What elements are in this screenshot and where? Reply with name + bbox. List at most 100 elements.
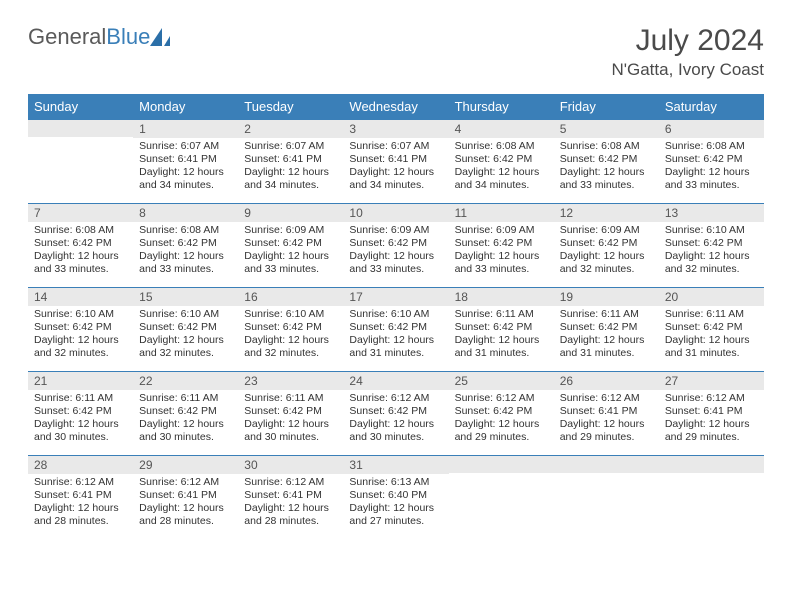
daylight-text: Daylight: 12 hours and 31 minutes. <box>455 334 548 360</box>
day-number: 4 <box>449 120 554 138</box>
day-number: 2 <box>238 120 343 138</box>
day-number: 6 <box>659 120 764 138</box>
weekday-header: Monday <box>133 94 238 120</box>
day-number: 26 <box>554 372 659 390</box>
sunset-text: Sunset: 6:42 PM <box>139 405 232 418</box>
sunset-text: Sunset: 6:42 PM <box>560 321 653 334</box>
sunset-text: Sunset: 6:42 PM <box>34 405 127 418</box>
sunrise-text: Sunrise: 6:12 AM <box>560 392 653 405</box>
day-details: Sunrise: 6:10 AMSunset: 6:42 PMDaylight:… <box>133 306 238 365</box>
day-number: 18 <box>449 288 554 306</box>
sunrise-text: Sunrise: 6:08 AM <box>139 224 232 237</box>
day-number: 29 <box>133 456 238 474</box>
day-number: 15 <box>133 288 238 306</box>
daylight-text: Daylight: 12 hours and 27 minutes. <box>349 502 442 528</box>
calendar-cell: 6Sunrise: 6:08 AMSunset: 6:42 PMDaylight… <box>659 120 764 204</box>
day-number: 5 <box>554 120 659 138</box>
daylight-text: Daylight: 12 hours and 32 minutes. <box>34 334 127 360</box>
day-details: Sunrise: 6:11 AMSunset: 6:42 PMDaylight:… <box>659 306 764 365</box>
day-number: 3 <box>343 120 448 138</box>
day-number: 22 <box>133 372 238 390</box>
sunrise-text: Sunrise: 6:11 AM <box>34 392 127 405</box>
daylight-text: Daylight: 12 hours and 33 minutes. <box>244 250 337 276</box>
daylight-text: Daylight: 12 hours and 34 minutes. <box>455 166 548 192</box>
daylight-text: Daylight: 12 hours and 28 minutes. <box>34 502 127 528</box>
sunset-text: Sunset: 6:42 PM <box>244 321 337 334</box>
sunset-text: Sunset: 6:41 PM <box>139 489 232 502</box>
day-number: 17 <box>343 288 448 306</box>
location: N'Gatta, Ivory Coast <box>611 60 764 80</box>
weekday-header: Saturday <box>659 94 764 120</box>
daylight-text: Daylight: 12 hours and 32 minutes. <box>244 334 337 360</box>
daylight-text: Daylight: 12 hours and 30 minutes. <box>34 418 127 444</box>
daylight-text: Daylight: 12 hours and 33 minutes. <box>34 250 127 276</box>
sunrise-text: Sunrise: 6:12 AM <box>455 392 548 405</box>
day-details: Sunrise: 6:09 AMSunset: 6:42 PMDaylight:… <box>343 222 448 281</box>
title-block: July 2024 N'Gatta, Ivory Coast <box>611 24 764 80</box>
day-number: 7 <box>28 204 133 222</box>
day-number: 9 <box>238 204 343 222</box>
daylight-text: Daylight: 12 hours and 32 minutes. <box>139 334 232 360</box>
day-number: 27 <box>659 372 764 390</box>
day-details: Sunrise: 6:07 AMSunset: 6:41 PMDaylight:… <box>133 138 238 197</box>
sunrise-text: Sunrise: 6:08 AM <box>34 224 127 237</box>
calendar-cell: 22Sunrise: 6:11 AMSunset: 6:42 PMDayligh… <box>133 372 238 456</box>
calendar-cell: 26Sunrise: 6:12 AMSunset: 6:41 PMDayligh… <box>554 372 659 456</box>
day-details: Sunrise: 6:10 AMSunset: 6:42 PMDaylight:… <box>238 306 343 365</box>
day-number: 23 <box>238 372 343 390</box>
day-details: Sunrise: 6:11 AMSunset: 6:42 PMDaylight:… <box>554 306 659 365</box>
calendar-cell: 31Sunrise: 6:13 AMSunset: 6:40 PMDayligh… <box>343 456 448 540</box>
sunrise-text: Sunrise: 6:09 AM <box>560 224 653 237</box>
calendar-week: 21Sunrise: 6:11 AMSunset: 6:42 PMDayligh… <box>28 372 764 456</box>
daylight-text: Daylight: 12 hours and 33 minutes. <box>139 250 232 276</box>
day-details: Sunrise: 6:12 AMSunset: 6:41 PMDaylight:… <box>238 474 343 533</box>
sunrise-text: Sunrise: 6:11 AM <box>455 308 548 321</box>
sunset-text: Sunset: 6:42 PM <box>139 237 232 250</box>
sunset-text: Sunset: 6:42 PM <box>455 153 548 166</box>
sunset-text: Sunset: 6:42 PM <box>349 237 442 250</box>
day-number: 30 <box>238 456 343 474</box>
calendar-cell: 28Sunrise: 6:12 AMSunset: 6:41 PMDayligh… <box>28 456 133 540</box>
sunrise-text: Sunrise: 6:12 AM <box>349 392 442 405</box>
sunrise-text: Sunrise: 6:13 AM <box>349 476 442 489</box>
sunset-text: Sunset: 6:42 PM <box>665 153 758 166</box>
sunrise-text: Sunrise: 6:10 AM <box>34 308 127 321</box>
sunset-text: Sunset: 6:41 PM <box>349 153 442 166</box>
sunset-text: Sunset: 6:41 PM <box>34 489 127 502</box>
calendar-cell: 12Sunrise: 6:09 AMSunset: 6:42 PMDayligh… <box>554 204 659 288</box>
day-details: Sunrise: 6:11 AMSunset: 6:42 PMDaylight:… <box>133 390 238 449</box>
day-details: Sunrise: 6:12 AMSunset: 6:42 PMDaylight:… <box>343 390 448 449</box>
daylight-text: Daylight: 12 hours and 28 minutes. <box>244 502 337 528</box>
day-number: 8 <box>133 204 238 222</box>
daylight-text: Daylight: 12 hours and 29 minutes. <box>665 418 758 444</box>
sunset-text: Sunset: 6:42 PM <box>455 237 548 250</box>
calendar-cell: 30Sunrise: 6:12 AMSunset: 6:41 PMDayligh… <box>238 456 343 540</box>
day-details: Sunrise: 6:08 AMSunset: 6:42 PMDaylight:… <box>133 222 238 281</box>
day-details: Sunrise: 6:08 AMSunset: 6:42 PMDaylight:… <box>554 138 659 197</box>
daylight-text: Daylight: 12 hours and 33 minutes. <box>455 250 548 276</box>
calendar-cell: 3Sunrise: 6:07 AMSunset: 6:41 PMDaylight… <box>343 120 448 204</box>
calendar-cell: 20Sunrise: 6:11 AMSunset: 6:42 PMDayligh… <box>659 288 764 372</box>
calendar-cell: 27Sunrise: 6:12 AMSunset: 6:41 PMDayligh… <box>659 372 764 456</box>
sunset-text: Sunset: 6:42 PM <box>455 405 548 418</box>
day-details: Sunrise: 6:11 AMSunset: 6:42 PMDaylight:… <box>238 390 343 449</box>
daylight-text: Daylight: 12 hours and 29 minutes. <box>455 418 548 444</box>
calendar-cell <box>449 456 554 540</box>
day-details: Sunrise: 6:08 AMSunset: 6:42 PMDaylight:… <box>659 138 764 197</box>
sunset-text: Sunset: 6:42 PM <box>455 321 548 334</box>
sunset-text: Sunset: 6:41 PM <box>244 153 337 166</box>
daylight-text: Daylight: 12 hours and 32 minutes. <box>665 250 758 276</box>
day-number: 31 <box>343 456 448 474</box>
calendar-cell <box>554 456 659 540</box>
day-details: Sunrise: 6:09 AMSunset: 6:42 PMDaylight:… <box>554 222 659 281</box>
daylight-text: Daylight: 12 hours and 33 minutes. <box>560 166 653 192</box>
sunset-text: Sunset: 6:42 PM <box>34 321 127 334</box>
sunrise-text: Sunrise: 6:07 AM <box>244 140 337 153</box>
daylight-text: Daylight: 12 hours and 31 minutes. <box>560 334 653 360</box>
calendar-cell: 11Sunrise: 6:09 AMSunset: 6:42 PMDayligh… <box>449 204 554 288</box>
weekday-header: Tuesday <box>238 94 343 120</box>
calendar-head: SundayMondayTuesdayWednesdayThursdayFrid… <box>28 94 764 120</box>
day-details: Sunrise: 6:11 AMSunset: 6:42 PMDaylight:… <box>28 390 133 449</box>
day-number: 24 <box>343 372 448 390</box>
day-number: 20 <box>659 288 764 306</box>
